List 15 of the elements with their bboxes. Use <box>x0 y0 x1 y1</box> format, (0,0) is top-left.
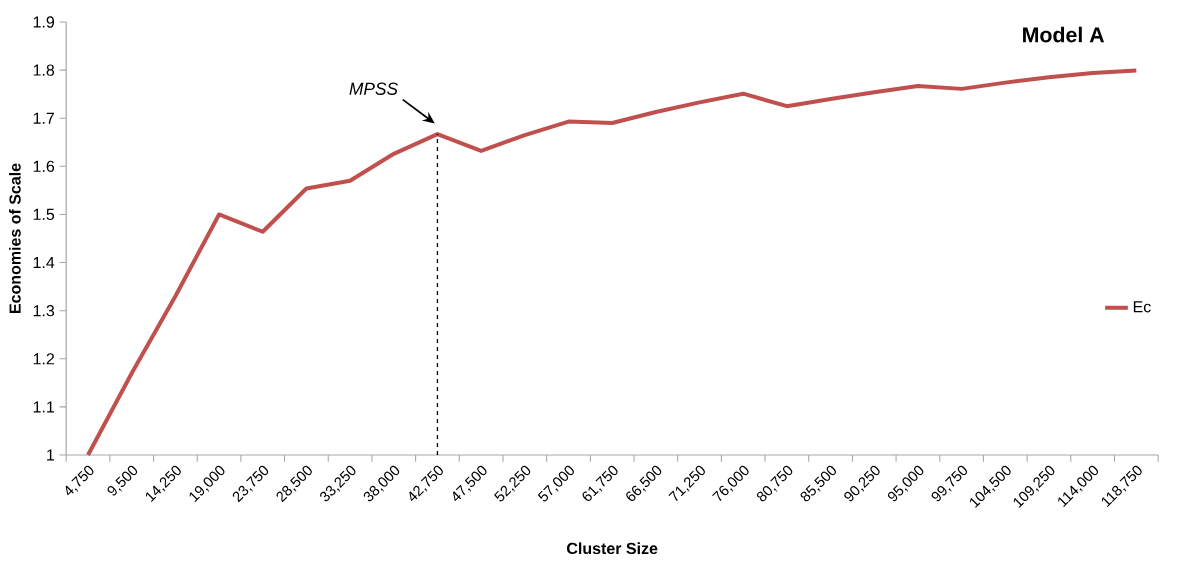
y-tick-label: 1.8 <box>33 64 55 76</box>
y-axis-title: Economies of Scale <box>8 163 21 314</box>
y-tick-label: 1.3 <box>33 305 55 317</box>
y-tick-label: 1.5 <box>33 208 55 221</box>
y-tick-label: 1.7 <box>33 112 54 124</box>
y-tick-label: 1.2 <box>33 353 54 365</box>
x-axis-title: Cluster Size <box>567 542 658 555</box>
y-tick-label: 1.4 <box>33 257 55 269</box>
y-tick-label: 1 <box>47 449 55 461</box>
legend-label: Ec <box>1133 301 1151 313</box>
annotation: MPSS <box>349 82 398 95</box>
y-tick-label: 1.9 <box>33 16 55 28</box>
chart-title: Model A <box>1023 26 1105 43</box>
y-tick-label: 1.1 <box>33 401 55 413</box>
y-tick-label: 1.6 <box>33 160 55 172</box>
